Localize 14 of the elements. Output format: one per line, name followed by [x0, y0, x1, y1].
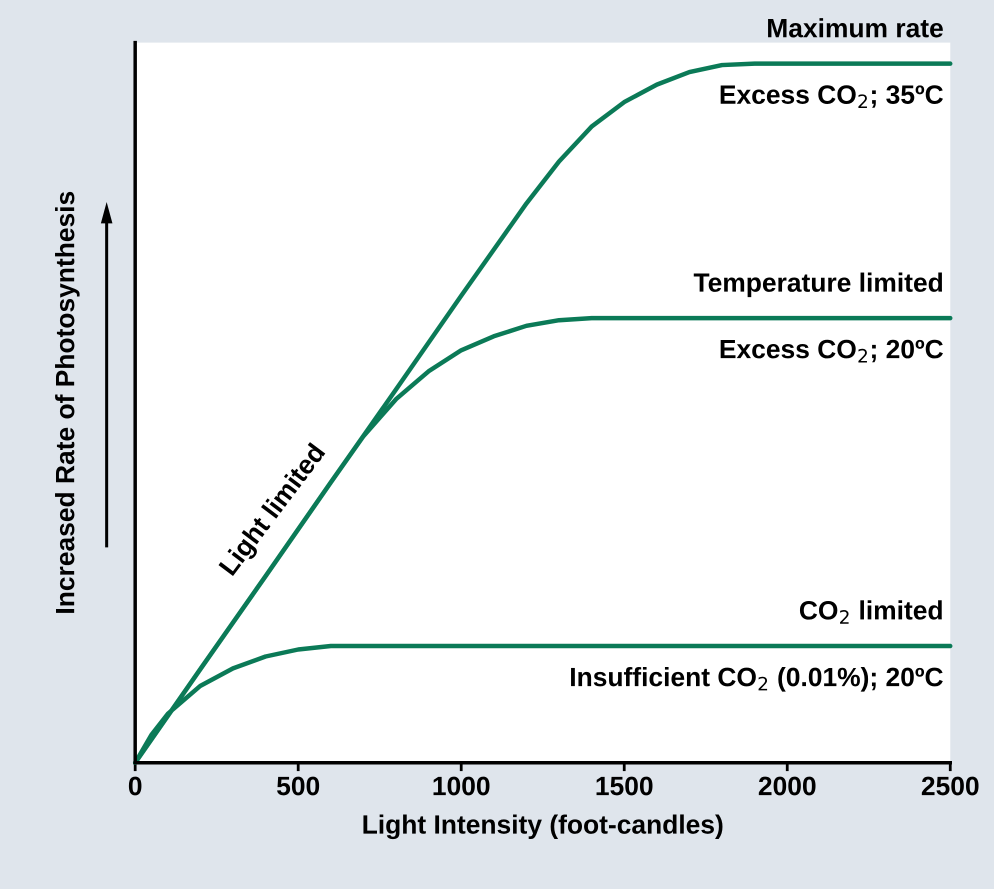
series-label: Maximum rate — [768, 18, 943, 38]
x-tick-label: 0 — [128, 776, 142, 796]
annotation: Insufficient CO$_{2}$ (0.01%); 20ºC — [571, 666, 943, 692]
x-tick-label: 1000 — [434, 776, 490, 796]
x-tick-label: 2000 — [758, 776, 816, 796]
annotation: Excess CO$_{2}$; 35ºC — [720, 85, 943, 108]
x-axis-title: Light Intensity (foot-candles) — [363, 814, 722, 840]
annotation: Excess CO$_{2}$; 20ºC — [720, 340, 943, 363]
x-tick-label: 2500 — [922, 776, 979, 796]
y-axis-title: Increased Rate of Photosynthesis — [55, 192, 80, 613]
series-label: Temperature limited — [694, 272, 942, 298]
x-tick-label: 1500 — [596, 776, 653, 796]
series-label: CO$_{2}$ limited — [800, 600, 942, 624]
x-tick-label: 500 — [277, 776, 320, 796]
